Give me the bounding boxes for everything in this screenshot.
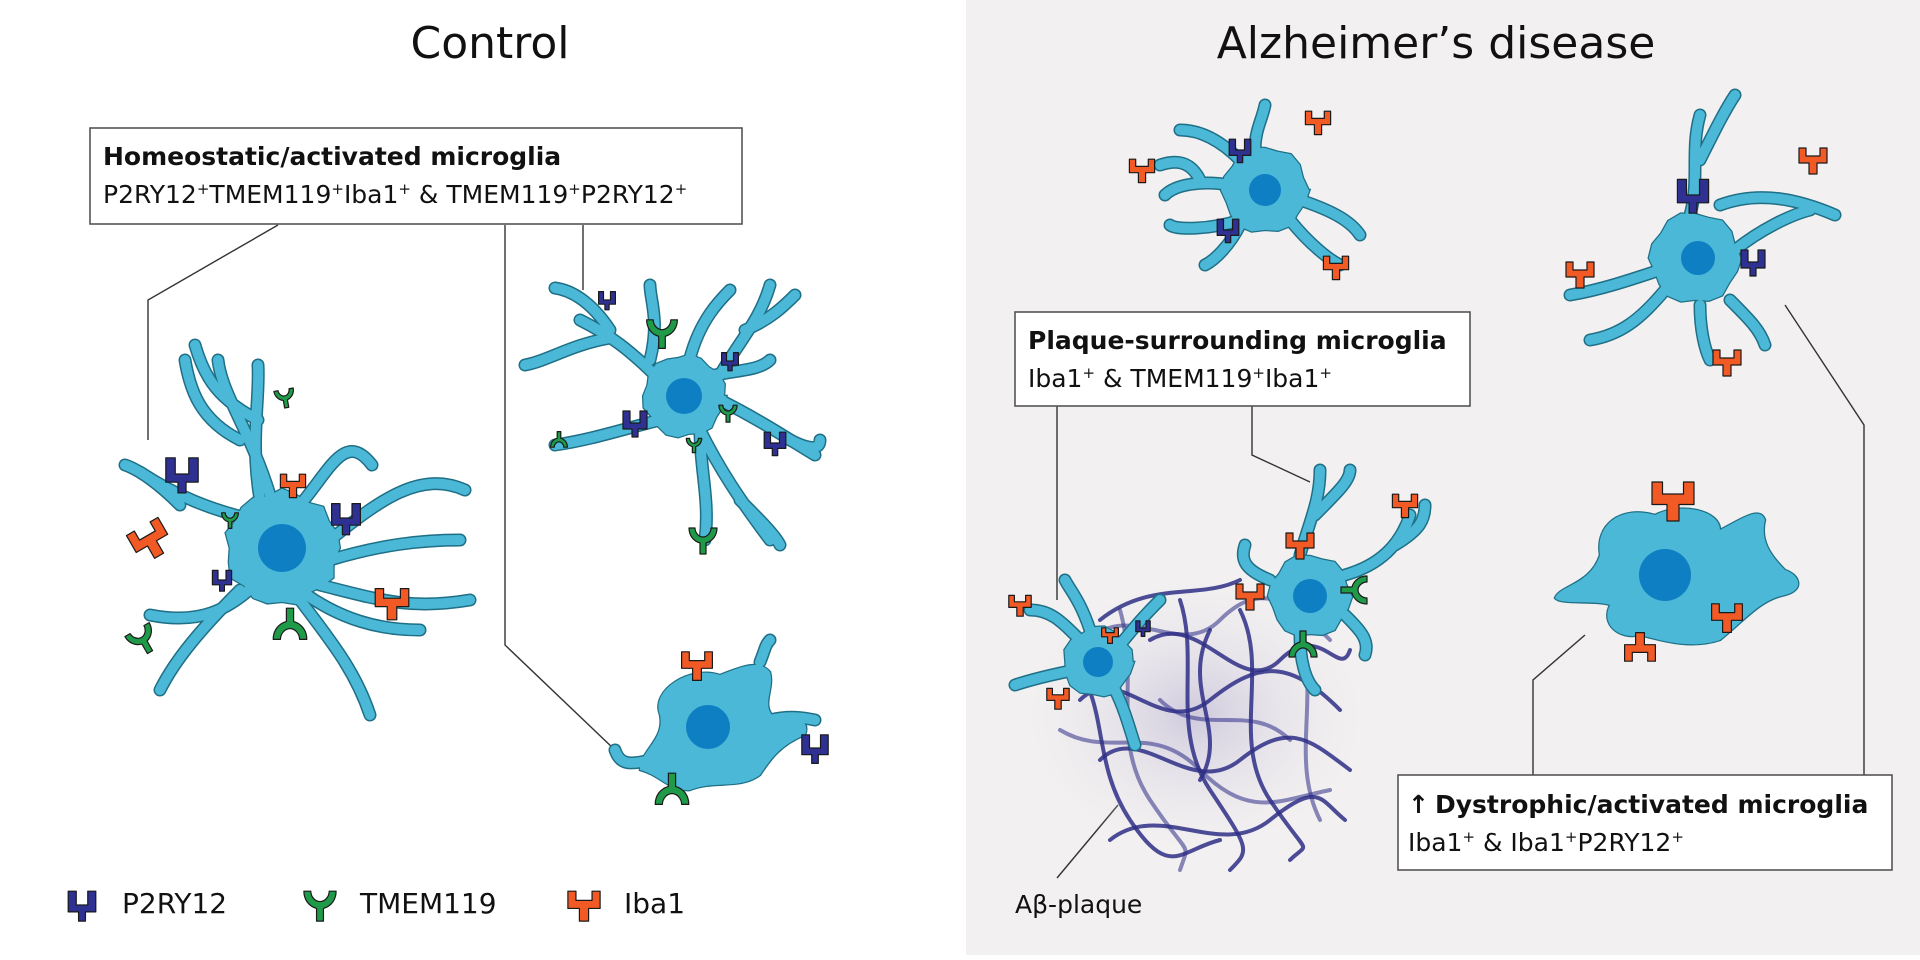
iba1-icon — [1712, 349, 1742, 377]
nucleus — [1639, 549, 1691, 601]
iba1-icon — [1798, 147, 1828, 175]
nucleus — [686, 705, 730, 749]
legend-item-p2ry12: P2RY12 — [67, 887, 227, 922]
ad-title: Alzheimer’s disease — [1217, 18, 1656, 69]
label-dystrophic-markers: Iba1+ & Iba1+P2RY12+ — [1408, 828, 1684, 857]
nucleus — [1681, 241, 1715, 275]
tmem119-icon — [645, 319, 679, 350]
p2ry12-icon — [1135, 620, 1151, 638]
leader-homeostatic-cell1 — [147, 224, 279, 440]
tmem119-icon — [549, 430, 569, 448]
tmem119-icon — [688, 527, 718, 555]
iba1-icon — [1128, 158, 1156, 184]
control-microglia-large — [118, 338, 477, 722]
tmem119-icon — [1340, 575, 1368, 605]
iba1-icon — [1235, 583, 1265, 611]
plaque-fibril — [1238, 608, 1305, 862]
ad-microglia-amoeboid — [1553, 481, 1800, 662]
iba1-icon — [1008, 594, 1032, 617]
p2ry12-icon — [763, 431, 787, 457]
nucleus — [1293, 579, 1327, 613]
p2ry12-icon — [1216, 218, 1240, 244]
p2ry12-icon — [1676, 178, 1710, 214]
p2ry12-icon — [165, 457, 199, 494]
ad-microglia-top-right — [1563, 88, 1842, 377]
label-homeostatic-heading: Homeostatic/activated microglia — [103, 142, 561, 171]
p2ry12-icon — [801, 734, 829, 765]
iba1-icon — [279, 473, 307, 499]
control-microglia-ramified — [518, 278, 827, 555]
legend-item-tmem119: TMEM119 — [303, 887, 497, 922]
p2ry12-icon — [211, 569, 233, 592]
plaque-fibril — [1108, 795, 1347, 842]
iba1-icon — [1285, 532, 1315, 560]
iba1-icon — [1391, 493, 1419, 519]
control-title: Control — [410, 18, 569, 69]
leader-dystrophic-cell-lower — [1532, 634, 1586, 775]
tmem119-icon — [124, 622, 154, 655]
up-arrow-icon: ↑ — [1408, 790, 1429, 819]
p2ry12-icon — [67, 890, 97, 922]
tmem119-icon — [654, 772, 690, 806]
iba1-icon — [1046, 687, 1070, 710]
iba1-icon — [1623, 631, 1657, 662]
plaque-fibril — [1098, 578, 1242, 622]
tmem119-icon — [1288, 630, 1318, 658]
ad-microglia-plaque-right — [1235, 463, 1432, 697]
iba1-icon — [1322, 255, 1350, 281]
label-plaque-surrounding: Plaque-surrounding microglia Iba1+ & TME… — [1014, 311, 1471, 407]
iba1-icon — [1710, 603, 1744, 634]
tmem119-icon — [220, 512, 240, 530]
leader-plaque-cell-right — [1251, 406, 1311, 483]
tmem119-icon — [718, 404, 738, 423]
tmem119-icon — [272, 607, 308, 641]
control-microglia-amoeboid — [608, 633, 829, 806]
plaque-fibril — [1158, 698, 1292, 742]
iba1-icon — [1565, 261, 1595, 289]
iba1-icon — [1651, 481, 1695, 522]
label-dystrophic: ↑ Dystrophic/activated microglia Iba1+ &… — [1397, 774, 1893, 871]
iba1-icon — [680, 651, 714, 682]
p2ry12-icon — [1228, 138, 1252, 164]
legend-label: P2RY12 — [122, 887, 227, 920]
nucleus — [1083, 647, 1113, 677]
p2ry12-icon — [720, 351, 740, 372]
leader-homeostatic-cell3 — [504, 225, 616, 751]
iba1-icon — [1100, 627, 1120, 645]
nucleus — [666, 378, 702, 414]
iba1-icon — [567, 890, 601, 922]
legend-item-iba1: Iba1 — [567, 887, 685, 922]
ad-microglia-top — [1128, 98, 1367, 281]
legend-label: Iba1 — [624, 887, 685, 920]
iba1-icon — [374, 587, 410, 621]
tmem119-icon — [273, 387, 294, 409]
label-homeostatic: Homeostatic/activated microglia P2RY12+T… — [89, 127, 743, 225]
ad-microglia-plaque-left — [1008, 573, 1167, 752]
p2ry12-icon — [597, 290, 617, 311]
leader-dystrophic-cell-upper — [1784, 304, 1865, 775]
label-homeostatic-markers: P2RY12+TMEM119+Iba1+ & TMEM119+P2RY12+ — [103, 180, 687, 209]
legend-label: TMEM119 — [359, 887, 497, 920]
iba1-icon — [1304, 110, 1332, 136]
label-dystrophic-heading: Dystrophic/activated microglia — [1435, 790, 1868, 819]
microglia-cells — [118, 88, 1842, 806]
p2ry12-icon — [622, 410, 648, 438]
plaque-label: Aβ-plaque — [1015, 890, 1142, 919]
plaque-fibril — [1058, 728, 1332, 805]
tmem119-icon — [303, 890, 337, 922]
nucleus — [258, 524, 306, 572]
plaque-fibril — [1198, 628, 1212, 782]
legend: P2RY12 TMEM119 Iba1 — [67, 887, 685, 922]
label-plaque-surrounding-markers: Iba1+ & TMEM119+Iba1+ — [1028, 364, 1332, 393]
iba1-icon — [125, 516, 169, 559]
plaque-fibril — [1068, 658, 1222, 859]
label-plaque-surrounding-heading: Plaque-surrounding microglia — [1028, 326, 1447, 355]
nucleus — [1249, 174, 1281, 206]
p2ry12-icon — [1740, 249, 1766, 277]
tmem119-icon — [685, 437, 703, 454]
plaque-fibril — [1148, 631, 1352, 673]
p2ry12-icon — [330, 502, 362, 536]
